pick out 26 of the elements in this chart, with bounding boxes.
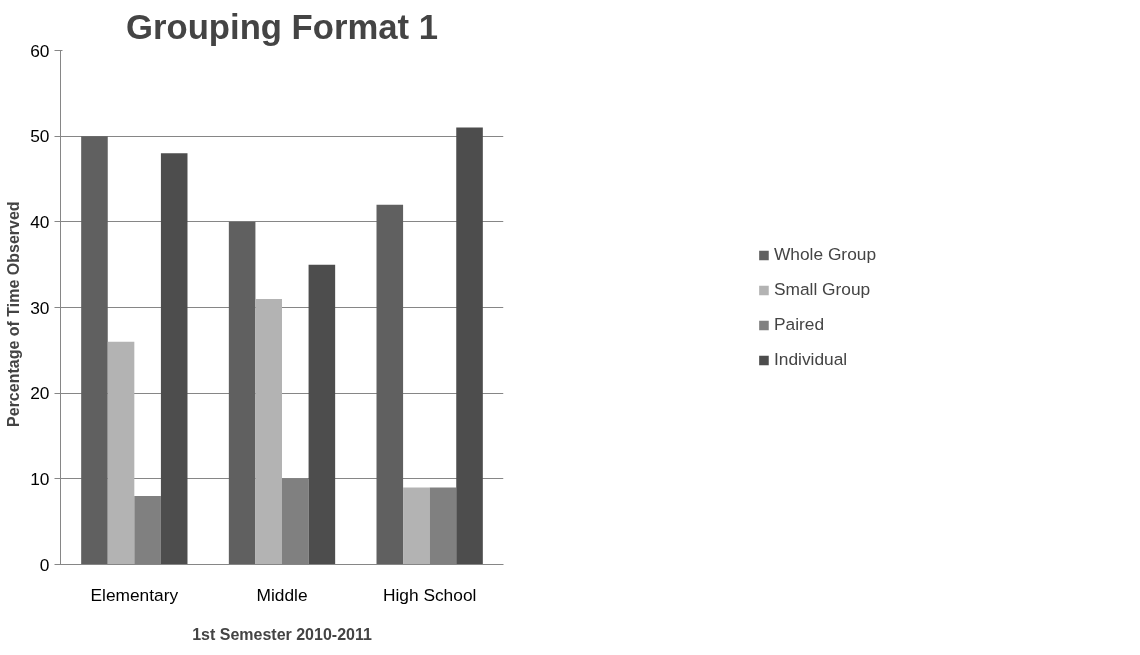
legend-label: Individual: [773, 349, 848, 370]
bar: [255, 298, 282, 565]
legend-label: Paired: [773, 314, 825, 335]
bar: [228, 221, 256, 565]
y-tick-label: 60: [30, 40, 50, 61]
legend-label: Whole Group: [773, 244, 877, 265]
y-tick-label: 20: [30, 383, 50, 404]
bar: [403, 487, 430, 565]
y-tick-label: 40: [30, 211, 50, 232]
y-tick-label: 0: [39, 554, 50, 575]
bar: [81, 136, 108, 565]
bar: [107, 341, 135, 565]
bar: [376, 204, 404, 565]
bar: [308, 264, 336, 565]
bar: [160, 153, 188, 565]
x-tick-label: Middle: [256, 584, 308, 605]
y-tick-label: 30: [30, 297, 50, 318]
chart-title: Grouping Format 1: [126, 7, 438, 46]
legend-label: Small Group: [773, 279, 871, 300]
y-tick-label: 50: [30, 126, 50, 147]
bar: [456, 127, 483, 565]
y-tick-label: 10: [30, 468, 50, 489]
x-axis-title: 1st Semester 2010-2011: [192, 625, 372, 643]
x-tick-label: Elementary: [90, 584, 179, 605]
x-tick-label: High School: [382, 584, 477, 605]
y-axis-title: Percentage of Time Observed: [5, 201, 23, 427]
